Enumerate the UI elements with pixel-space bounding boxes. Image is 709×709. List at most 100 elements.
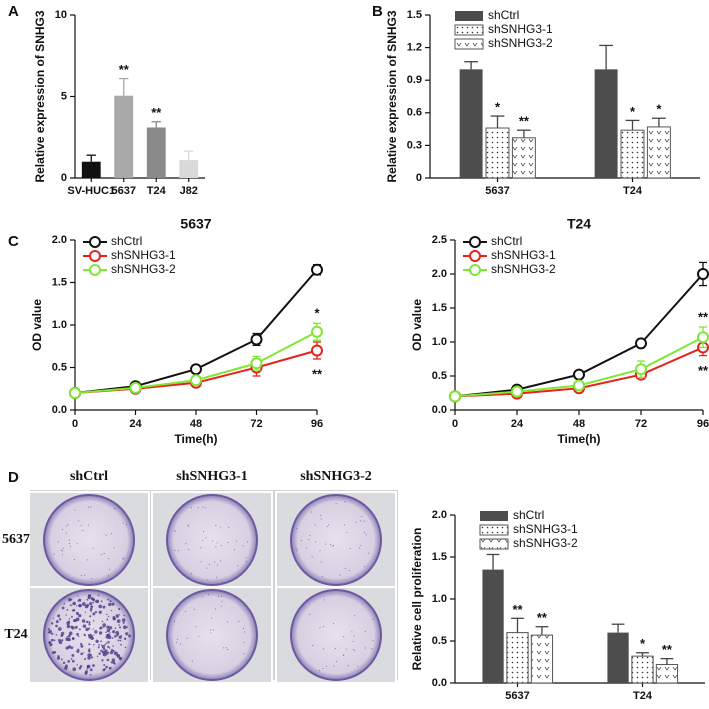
colony bbox=[318, 670, 320, 672]
colony bbox=[60, 658, 63, 661]
colony bbox=[124, 637, 126, 640]
colony bbox=[78, 604, 82, 608]
colony bbox=[368, 552, 370, 554]
colony bbox=[79, 664, 83, 668]
colony bbox=[83, 652, 85, 654]
significance: * bbox=[314, 306, 320, 321]
colony bbox=[244, 631, 246, 633]
colony bbox=[208, 563, 210, 565]
colony bbox=[200, 547, 202, 549]
colony bbox=[227, 541, 229, 543]
point bbox=[190, 363, 202, 376]
colony bbox=[65, 532, 67, 534]
significance: ** bbox=[698, 363, 709, 378]
colony bbox=[372, 618, 374, 620]
colony bbox=[352, 648, 354, 650]
photo-column-label: shCtrl bbox=[70, 469, 108, 484]
colony bbox=[238, 620, 240, 622]
colony bbox=[94, 630, 98, 634]
y-tick-label: 0 bbox=[416, 172, 422, 184]
colony bbox=[355, 522, 357, 524]
legend-marker bbox=[469, 250, 481, 262]
x-tick-label: 0 bbox=[452, 418, 458, 430]
point bbox=[573, 368, 585, 381]
colony bbox=[86, 598, 89, 601]
colony bbox=[109, 650, 114, 655]
colony bbox=[105, 665, 108, 669]
colony bbox=[71, 626, 75, 630]
y-tick-label: 0.9 bbox=[407, 74, 422, 86]
point bbox=[190, 374, 202, 387]
significance: ** bbox=[512, 602, 523, 617]
colony bbox=[314, 524, 316, 526]
significance: ** bbox=[698, 309, 709, 324]
panel-label: B bbox=[372, 3, 383, 20]
colony bbox=[61, 554, 63, 556]
colony bbox=[89, 654, 93, 657]
y-tick-label: 1.0 bbox=[432, 593, 447, 605]
colony bbox=[108, 647, 111, 649]
y-tick-label: 0.5 bbox=[52, 361, 67, 373]
colony bbox=[221, 600, 223, 602]
colony bbox=[112, 630, 116, 634]
point bbox=[129, 381, 142, 394]
colony bbox=[207, 594, 209, 596]
colony bbox=[121, 618, 126, 622]
colony bbox=[89, 602, 93, 606]
dish bbox=[166, 494, 258, 586]
colony bbox=[109, 600, 112, 603]
colony bbox=[71, 604, 73, 606]
colony bbox=[94, 610, 98, 614]
colony bbox=[108, 558, 110, 560]
colony bbox=[111, 658, 116, 662]
colony bbox=[62, 661, 66, 665]
colony bbox=[62, 547, 64, 549]
significance: ** bbox=[312, 366, 323, 381]
colony bbox=[197, 507, 199, 509]
colony bbox=[113, 508, 115, 510]
colony bbox=[103, 552, 105, 554]
colony bbox=[78, 598, 82, 602]
colony bbox=[227, 621, 229, 623]
colony bbox=[67, 659, 71, 663]
legend-label: shSNHG3-1 bbox=[513, 522, 578, 536]
y-axis-label: Relative expression of SNHG3 bbox=[33, 10, 47, 182]
colony bbox=[49, 643, 53, 647]
colony bbox=[47, 631, 49, 634]
colony bbox=[214, 561, 216, 563]
colony bbox=[296, 549, 298, 551]
colony bbox=[179, 643, 181, 645]
colony bbox=[332, 545, 334, 547]
colony bbox=[359, 520, 361, 522]
colony bbox=[68, 539, 70, 541]
colony bbox=[202, 531, 204, 533]
colony bbox=[61, 550, 63, 552]
colony bbox=[74, 509, 76, 511]
colony bbox=[74, 558, 76, 560]
colony bbox=[111, 602, 115, 606]
colony bbox=[243, 628, 245, 630]
colony bbox=[80, 525, 82, 527]
colony bbox=[343, 654, 345, 656]
colony bbox=[61, 528, 63, 530]
colony bbox=[116, 654, 121, 658]
colony bbox=[110, 648, 114, 652]
colony bbox=[87, 656, 91, 660]
colony bbox=[65, 646, 69, 650]
legend-label: shCtrl bbox=[111, 234, 142, 248]
colony bbox=[101, 554, 103, 556]
colony bbox=[86, 664, 91, 669]
colony bbox=[351, 631, 353, 633]
colony bbox=[242, 545, 244, 547]
y-tick-label: 2.0 bbox=[432, 268, 447, 280]
colony bbox=[76, 664, 78, 666]
colony bbox=[83, 575, 85, 577]
dish bbox=[166, 589, 258, 681]
chart-title: 5637 bbox=[180, 216, 211, 232]
y-tick-label: 2.0 bbox=[432, 509, 447, 521]
colony bbox=[90, 506, 92, 508]
y-tick-label: 5 bbox=[61, 90, 67, 102]
colony bbox=[68, 618, 71, 620]
bar bbox=[482, 569, 504, 683]
colony bbox=[89, 633, 92, 636]
